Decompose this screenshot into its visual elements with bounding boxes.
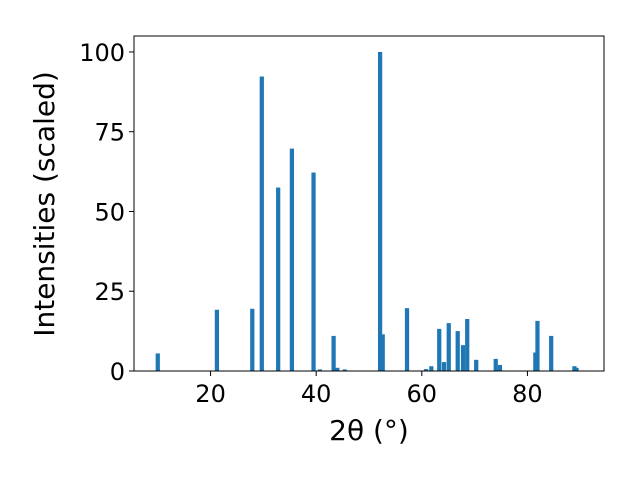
bar: [331, 335, 336, 371]
bar: [493, 358, 498, 371]
y-tick-label: 75: [94, 119, 125, 147]
x-axis-label: 2θ (°): [329, 414, 409, 447]
y-tick-label: 0: [110, 358, 125, 386]
bar: [474, 359, 479, 371]
bar: [441, 362, 447, 371]
y-ticks: 0 25 50 75 100: [79, 39, 134, 386]
y-tick-label: 25: [94, 278, 125, 306]
bar: [574, 367, 579, 371]
bar: [535, 320, 540, 371]
bar: [276, 187, 281, 371]
plot-frame: [133, 35, 605, 372]
bar: [311, 172, 316, 371]
bar: [460, 345, 466, 371]
x-tick-label: 40: [301, 380, 332, 408]
bar: [423, 369, 429, 371]
x-tick-label: 60: [407, 380, 438, 408]
bar: [155, 353, 160, 371]
bar: [342, 369, 347, 371]
bar: [377, 51, 383, 371]
y-tick-label: 100: [79, 39, 125, 67]
bar: [465, 318, 470, 371]
y-tick-label: 50: [94, 198, 125, 226]
bar: [404, 308, 410, 371]
bar: [446, 323, 451, 371]
bar: [317, 369, 322, 371]
x-tick-label: 80: [512, 380, 543, 408]
bar: [455, 331, 460, 371]
y-axis-label: Intensities (scaled): [28, 71, 61, 337]
bar: [380, 334, 385, 371]
bar: [429, 366, 434, 371]
bar: [289, 148, 295, 371]
bar: [250, 308, 255, 371]
bar: [437, 328, 442, 371]
bar: [497, 364, 503, 371]
x-ticks: 20 40 60 80: [195, 371, 543, 408]
bar: [335, 367, 340, 371]
bar: [214, 309, 220, 371]
bar: [259, 76, 264, 372]
x-tick-label: 20: [195, 380, 226, 408]
bars-group: [155, 51, 579, 372]
bar: [549, 335, 554, 371]
